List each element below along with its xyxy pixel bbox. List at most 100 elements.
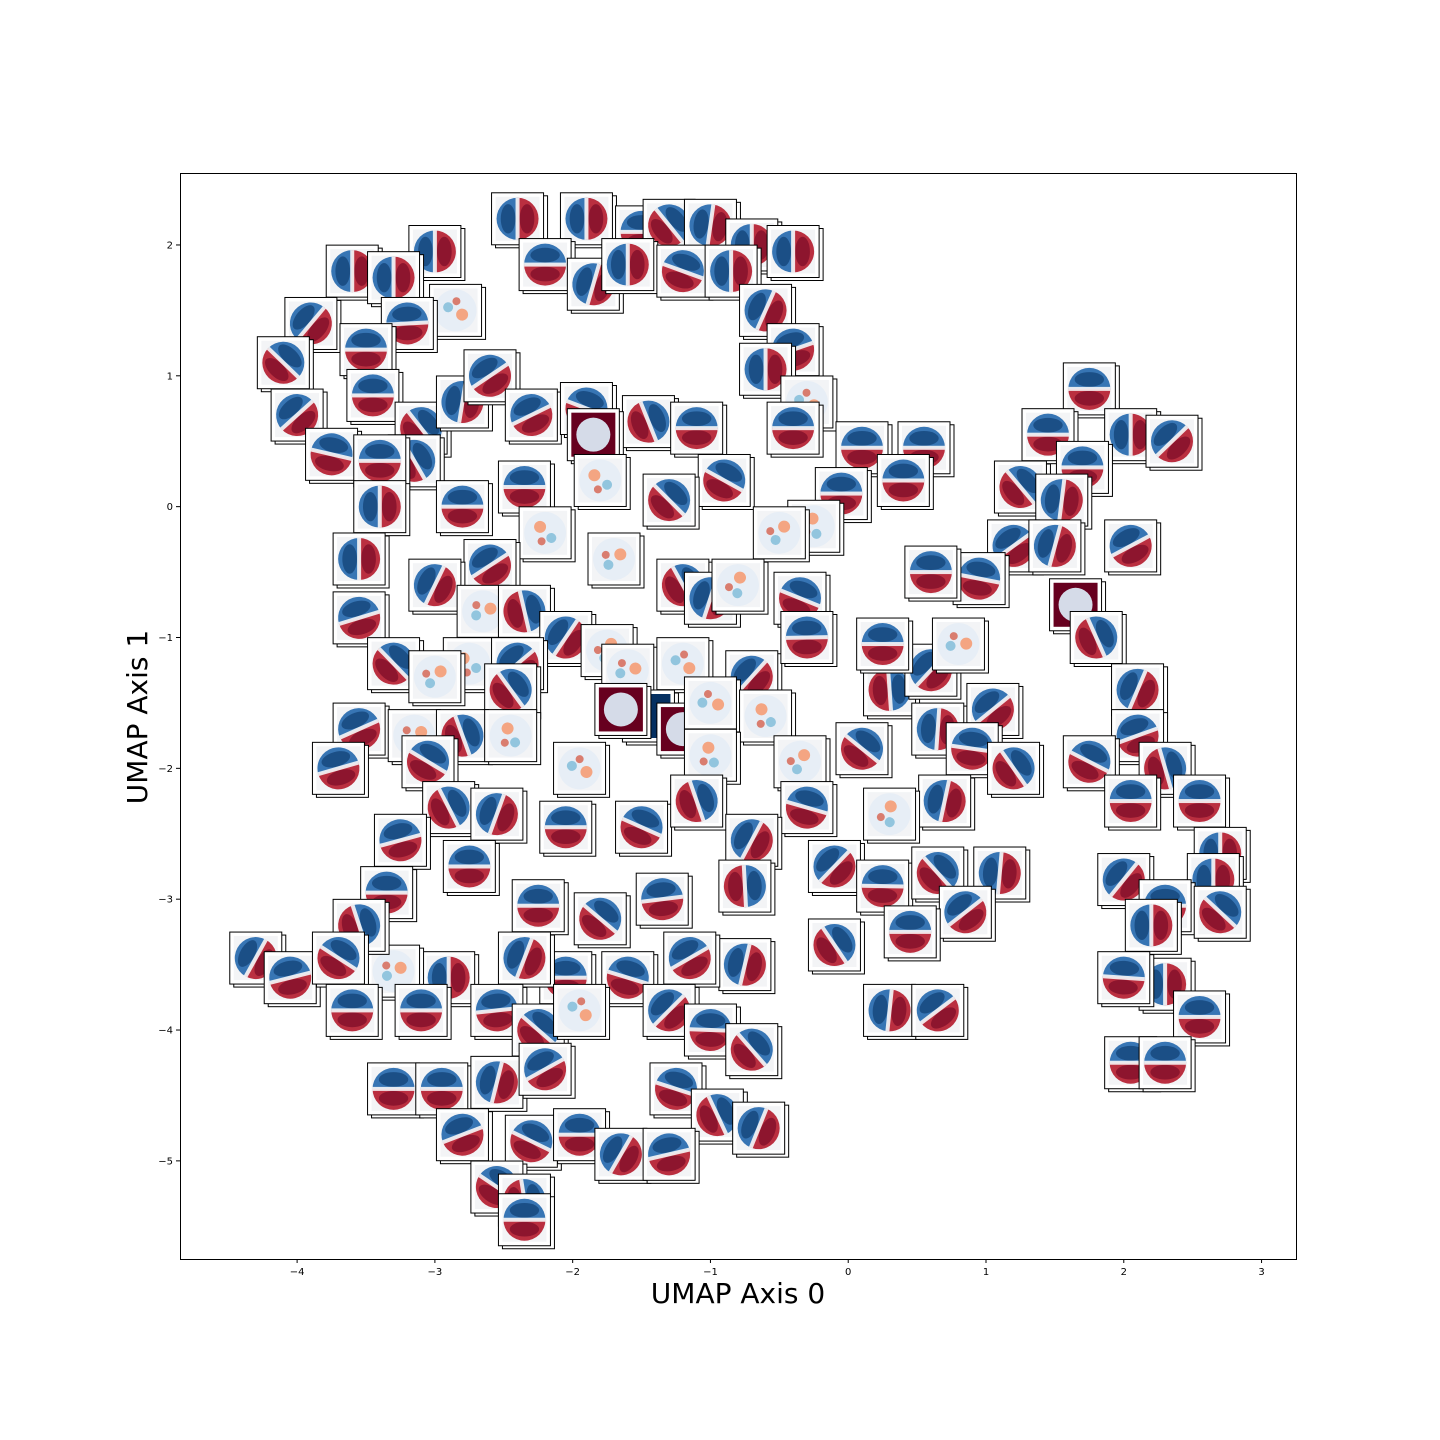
thumbnail-marker [856,617,914,674]
thumbnail-marker [780,781,838,838]
thumbnail-marker [835,722,893,779]
thumbnail-marker [601,951,659,1008]
thumbnail-marker [835,421,893,478]
thumbnail-marker [1173,774,1231,831]
thumbnail-marker [1062,735,1120,792]
thumbnail-marker [305,427,363,484]
y-axis: −5 −4 −3 −2 −1 0 1 2 [158,240,180,1167]
thumbnail-marker [718,938,776,995]
x-tick-label: 2 [1121,1267,1127,1278]
thumbnail-marker [766,225,824,282]
thumbnail-marker [732,1101,790,1158]
thumbnail-marker [911,983,969,1040]
x-tick-label: −2 [565,1267,580,1278]
thumbnail-marker [484,663,542,720]
thumbnail-marker [670,774,728,831]
x-tick-label: −1 [703,1267,718,1278]
thumbnail-marker [256,336,314,393]
thumbnail-marker [697,453,755,510]
thumbnail-marker [470,1055,528,1112]
thumbnail-marker [1111,663,1169,720]
x-tick-label: 3 [1258,1267,1264,1278]
thumbnail-marker [429,283,487,340]
thumbnail-marker [1062,362,1120,419]
thumbnail-marker [918,774,976,831]
thumbnail-marker [353,480,411,537]
thumbnail-marker [553,983,611,1040]
thumbnail-marker [1124,898,1182,955]
thumbnail-marker [1104,519,1162,576]
thumbnail-marker [966,682,1024,739]
plot-frame [180,173,1297,1260]
thumbnail-marker [601,238,659,295]
thumbnail-marker [807,918,865,975]
thumbnail-marker [463,539,521,596]
thumbnail-marker [367,637,425,694]
thumbnail-marker [1097,951,1155,1008]
thumbnail-marker [725,1023,783,1080]
thumbnail-marker [1035,473,1093,530]
thumbnail-marker [656,244,714,301]
thumbnail-markers [229,192,1251,1250]
thumbnail-marker [683,676,741,733]
thumbnail-marker [683,1003,741,1060]
thumbnail-marker [587,532,645,589]
thumbnail-marker [263,951,321,1008]
thumbnail-marker [642,1127,700,1184]
y-tick-label: −3 [158,895,173,906]
y-tick-label: −5 [158,1156,173,1167]
thumbnail-marker [484,709,542,766]
thumbnail-marker [325,983,383,1040]
thumbnail-marker [621,395,679,452]
y-tick-label: −2 [158,764,173,775]
thumbnail-marker [470,983,528,1040]
x-tick-label: −4 [290,1267,305,1278]
thumbnail-marker [408,558,466,615]
thumbnail-marker [442,839,500,896]
thumbnail-marker [615,800,673,857]
thumbnail-marker [807,839,865,896]
thumbnail-marker [973,846,1031,903]
thumbnail-marker [883,905,941,962]
thumbnail-marker [1173,990,1231,1047]
thumbnail-marker [931,617,989,674]
thumbnail-marker [553,741,611,798]
thumbnail-marker [1193,885,1251,942]
thumbnail-marker [435,480,493,537]
thumbnail-marker [938,885,996,942]
y-tick-label: −4 [158,1026,173,1037]
thumbnail-marker [670,401,728,458]
x-axis: −4 −3 −2 −1 0 1 2 3 [290,1259,1265,1278]
thumbnail-marker [739,689,797,746]
thumbnail-marker [594,682,652,739]
thumbnail-marker [725,813,783,870]
thumbnail-marker [752,506,810,563]
x-tick-label: −3 [428,1267,443,1278]
thumbnail-marker [367,251,425,308]
thumbnail-marker [470,787,528,844]
thumbnail-marker [863,787,921,844]
y-axis-title: UMAP Axis 1 [121,630,154,804]
thumbnail-marker [367,1062,425,1119]
thumbnail-marker [904,545,962,602]
thumbnail-marker [594,1127,652,1184]
thumbnail-marker [993,460,1051,517]
x-tick-label: 1 [983,1267,989,1278]
thumbnail-marker [683,198,741,255]
thumbnail-marker [497,460,555,517]
thumbnail-marker [373,813,431,870]
thumbnail-marker [1145,414,1203,471]
thumbnail-marker [739,342,797,399]
thumbnail-marker [491,192,549,249]
thumbnail-marker [573,453,631,510]
thumbnail-marker [511,879,569,936]
x-tick-label: 0 [845,1267,851,1278]
thumbnail-marker [987,741,1045,798]
thumbnail-marker [332,591,390,648]
y-tick-label: 2 [167,240,173,251]
thumbnail-marker [360,866,418,923]
thumbnail-marker [497,1193,555,1250]
thumbnail-marker [463,349,521,406]
thumbnail-marker [566,408,624,465]
